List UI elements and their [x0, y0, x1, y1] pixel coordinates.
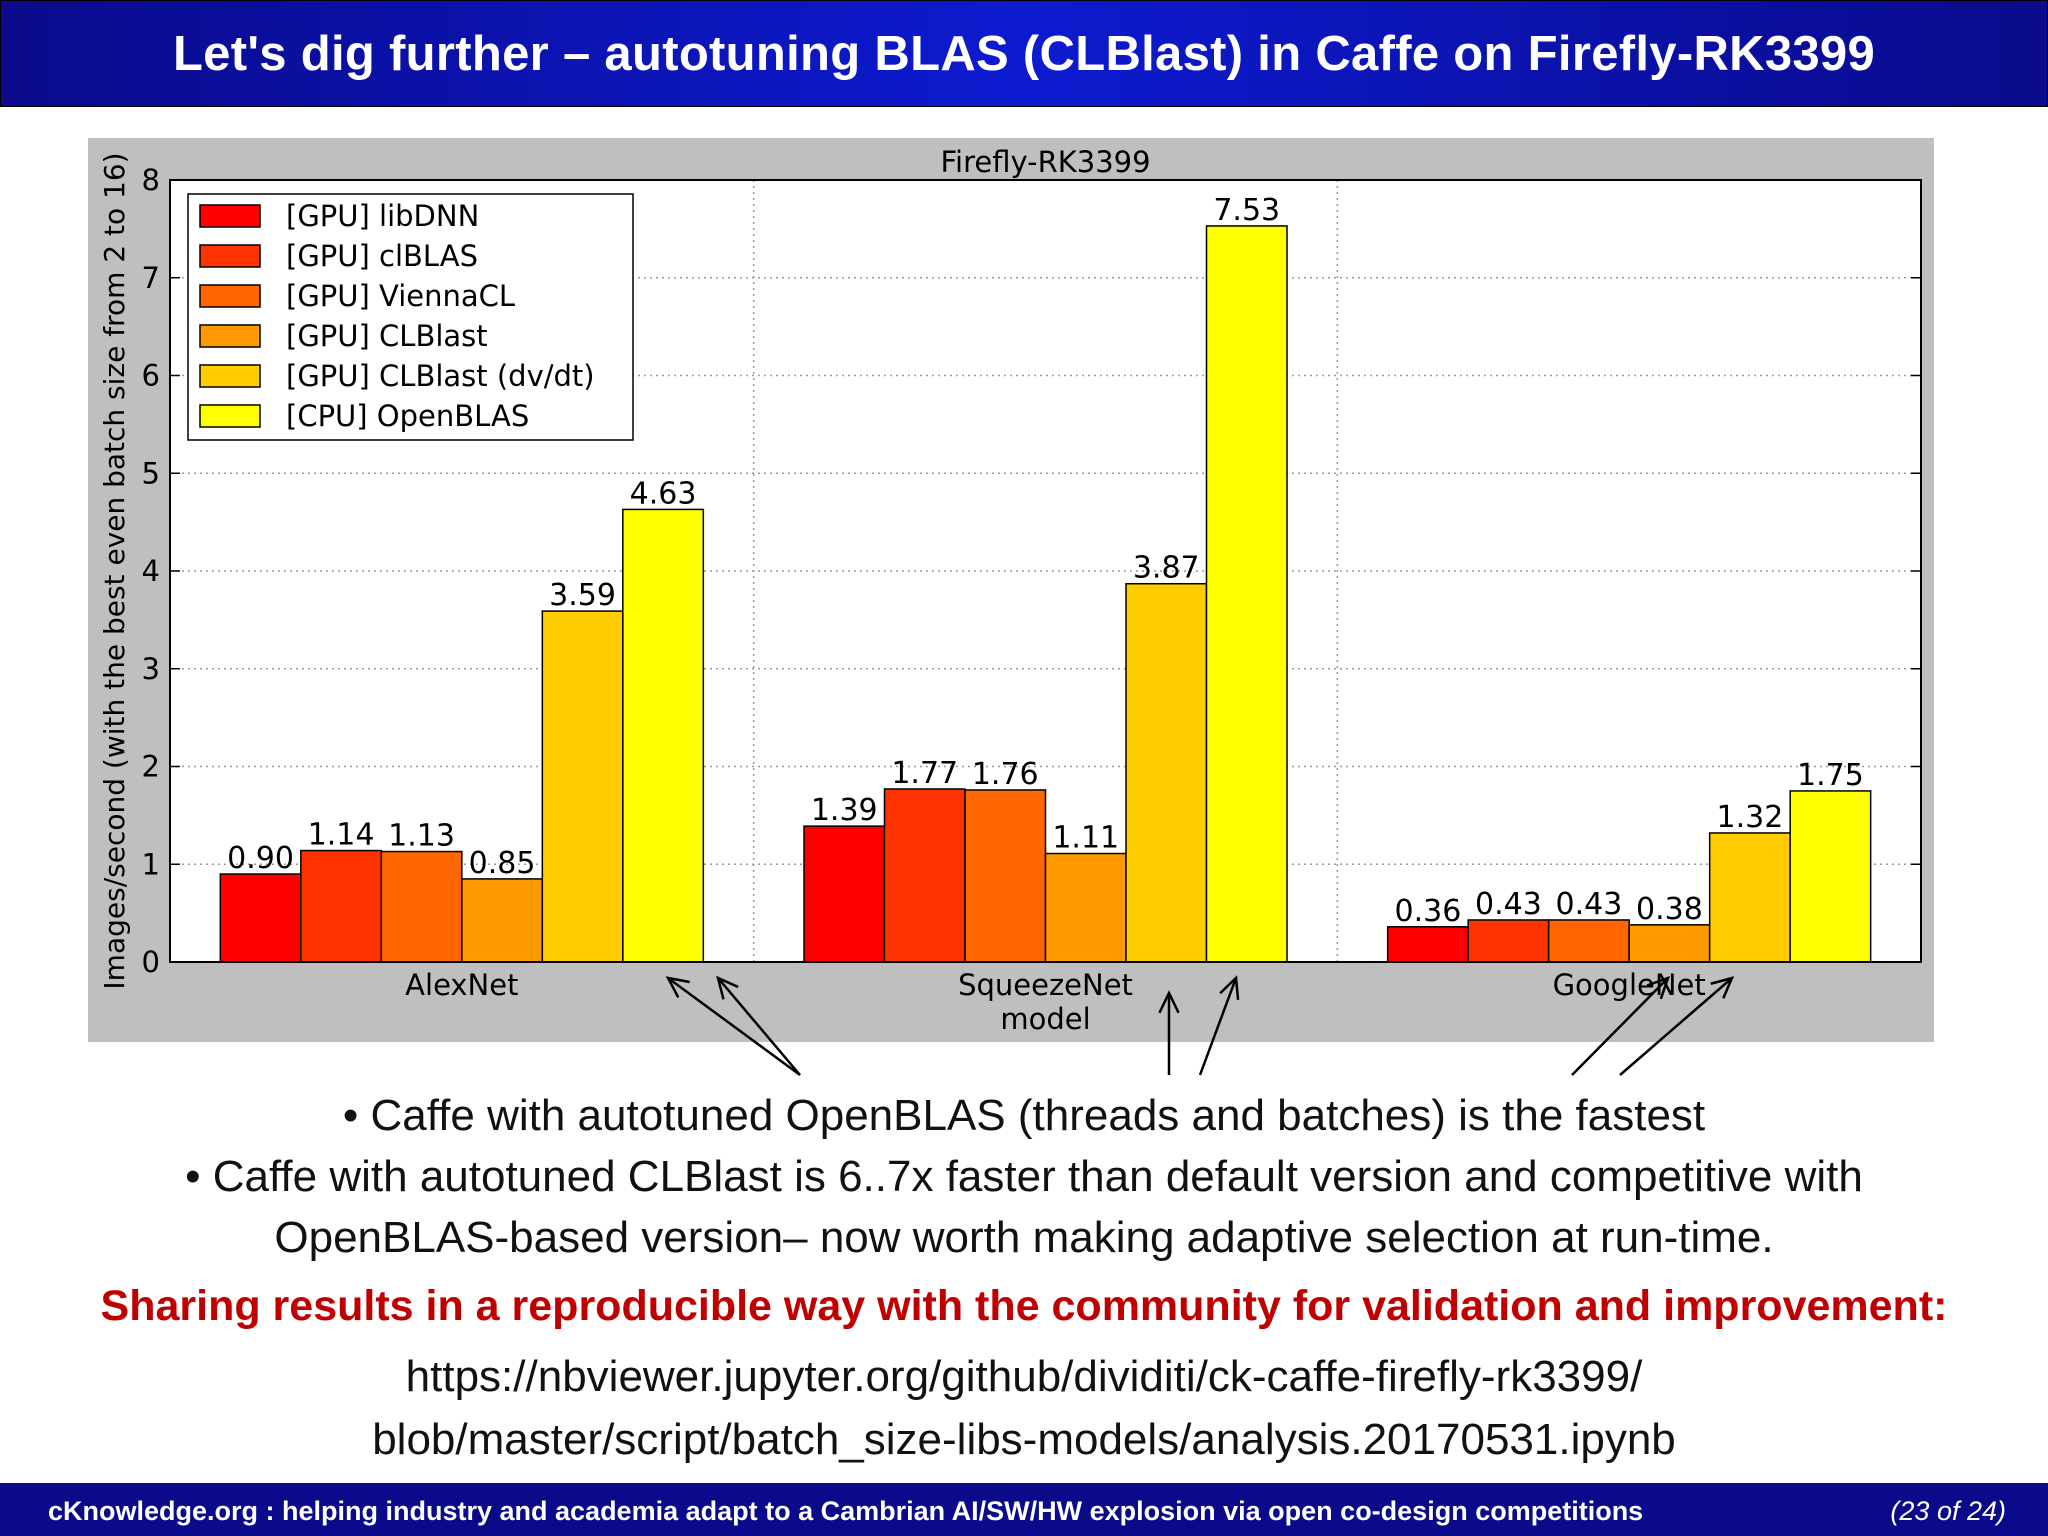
data-label: 1.39: [811, 793, 878, 828]
slide-title: Let's dig further – autotuning BLAS (CLB…: [172, 26, 1876, 81]
bullet-list: • Caffe with autotuned OpenBLAS (threads…: [0, 1085, 2048, 1268]
bar: [1386, 926, 1469, 963]
y-tick-label: 6: [142, 359, 160, 393]
bar: [461, 878, 544, 963]
data-label: 0.38: [1636, 892, 1703, 927]
link-line-2[interactable]: blob/master/script/batch_size-libs-model…: [372, 1415, 1676, 1464]
arrow-head: [1219, 975, 1240, 1001]
data-label: 1.11: [1052, 820, 1119, 855]
legend-entry: [GPU] clBLAS: [286, 239, 478, 273]
data-label: 1.13: [388, 819, 455, 854]
arrow-head: [665, 976, 690, 999]
chart-title: Firefly-RK3399: [940, 145, 1150, 179]
y-tick-label: 2: [142, 750, 160, 784]
annotation-arrow: [1619, 977, 1733, 1076]
bar: [541, 610, 624, 963]
annotation-arrow: [667, 976, 801, 1077]
data-label: 0.90: [227, 841, 294, 876]
arrow-head: [1710, 976, 1735, 999]
legend-entry: [GPU] CLBlast: [286, 319, 488, 353]
legend-swatch: [199, 244, 261, 268]
legend-entry: [GPU] CLBlast (dv/dt): [286, 359, 595, 393]
bar: [883, 788, 966, 963]
y-tick-label: 0: [142, 945, 160, 979]
legend-entry: [GPU] ViennaCL: [286, 279, 515, 313]
x-tick-label: GoogleNet: [1553, 968, 1706, 1002]
slide-title-bar: Let's dig further – autotuning BLAS (CLB…: [0, 0, 2048, 107]
data-label: 1.32: [1717, 800, 1784, 835]
bar: [622, 508, 705, 963]
annotation-arrow: [1198, 977, 1238, 1076]
share-heading: Sharing results in a reproducible way wi…: [100, 1282, 1948, 1330]
y-tick-label: 7: [142, 261, 160, 295]
data-label: 1.77: [891, 756, 958, 791]
legend-swatch: [199, 324, 261, 348]
bar: [219, 873, 302, 963]
arrow-head: [1158, 990, 1180, 1014]
data-label: 1.75: [1797, 758, 1864, 793]
arrow-head: [716, 975, 739, 1000]
bar: [1789, 790, 1872, 963]
data-label: 0.43: [1475, 887, 1542, 922]
y-tick-label: 3: [142, 652, 160, 686]
legend-swatch: [199, 404, 261, 428]
data-label: 0.43: [1556, 887, 1623, 922]
y-tick-label: 4: [142, 554, 160, 588]
data-label: 0.36: [1395, 894, 1462, 929]
y-tick-label: 1: [142, 847, 160, 881]
page-number: (23 of 24): [1890, 1496, 2006, 1526]
footer-bar: cKnowledge.org : helping industry and ac…: [0, 1483, 2048, 1536]
bar: [1628, 924, 1711, 963]
legend-swatch: [199, 284, 261, 308]
data-label: 1.14: [308, 818, 375, 853]
annotation-arrow: [1571, 977, 1669, 1076]
legend-box: [187, 193, 634, 441]
bullet-1: • Caffe with autotuned OpenBLAS (threads…: [342, 1091, 1706, 1140]
x-tick-label: SqueezeNet: [958, 968, 1133, 1002]
bar: [964, 789, 1047, 963]
bar: [300, 849, 383, 963]
bar: [1044, 852, 1127, 963]
bar: [1125, 582, 1208, 963]
legend-swatch: [199, 364, 261, 388]
bar: [1467, 919, 1550, 963]
bar: [803, 825, 886, 963]
data-label: 7.53: [1213, 193, 1280, 228]
link-line-1[interactable]: https://nbviewer.jupyter.org/github/divi…: [405, 1352, 1643, 1401]
bar: [1205, 225, 1288, 963]
y-tick-label: 8: [142, 163, 160, 197]
y-tick-label: 5: [142, 456, 160, 490]
x-tick-label: AlexNet: [405, 968, 518, 1002]
annotation-arrow: [717, 977, 801, 1076]
arrow-head: [1646, 975, 1671, 1000]
data-label: 0.85: [469, 846, 536, 881]
x-axis-label: model: [1000, 1002, 1090, 1036]
legend-entry: [CPU] OpenBLAS: [286, 399, 529, 433]
y-axis-label: Images/second (with the best even batch …: [98, 152, 131, 989]
data-label: 3.87: [1133, 551, 1200, 586]
bullet-2: • Caffe with autotuned CLBlast is 6..7x …: [185, 1152, 1863, 1201]
data-label: 4.63: [630, 476, 697, 511]
data-label: 3.59: [549, 578, 616, 613]
legend-swatch: [199, 204, 261, 228]
footer-text: cKnowledge.org : helping industry and ac…: [48, 1496, 1644, 1526]
legend-entry: [GPU] libDNN: [286, 199, 479, 233]
bar: [380, 850, 463, 963]
bar-chart: 0.90 1.14 1.13 0.85 3.59 4.63 AlexNet 1.39 1.77 1…: [88, 138, 1934, 1077]
bullet-2-continued: OpenBLAS-based version– now worth making…: [274, 1213, 1774, 1262]
notebook-link[interactable]: https://nbviewer.jupyter.org/github/divi…: [0, 1345, 2048, 1471]
data-label: 1.76: [972, 757, 1039, 792]
bar: [1547, 919, 1630, 963]
bar: [1708, 832, 1791, 963]
